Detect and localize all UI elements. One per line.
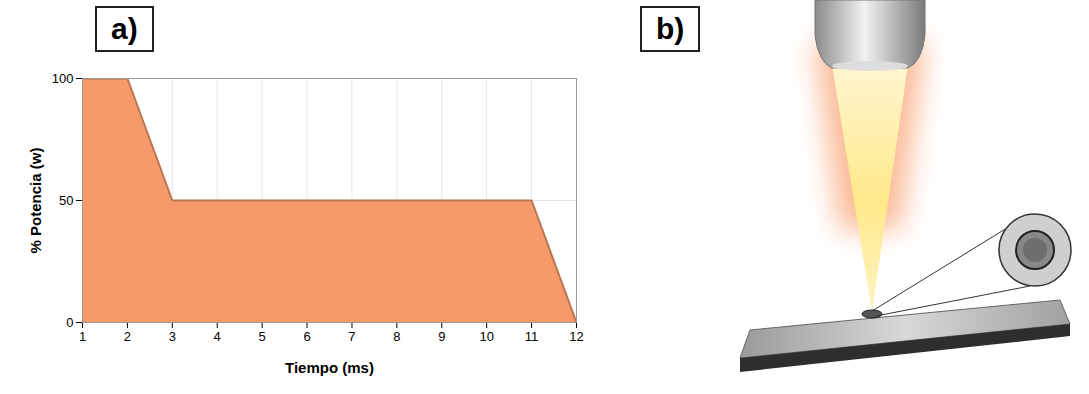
svg-text:2: 2 xyxy=(124,329,131,344)
svg-text:50: 50 xyxy=(59,193,73,208)
svg-text:7: 7 xyxy=(348,329,355,344)
svg-text:12: 12 xyxy=(569,329,583,344)
svg-text:5: 5 xyxy=(259,329,266,344)
svg-text:100: 100 xyxy=(52,71,74,86)
svg-text:4: 4 xyxy=(214,329,221,344)
svg-text:1: 1 xyxy=(79,329,86,344)
svg-text:Tiempo (ms): Tiempo (ms) xyxy=(285,359,374,376)
svg-text:11: 11 xyxy=(525,329,539,344)
svg-text:10: 10 xyxy=(479,329,493,344)
html-text:b): b) xyxy=(656,12,685,45)
svg-text:% Potencia (w): % Potencia (w) xyxy=(27,148,44,254)
html-text:a): a) xyxy=(111,12,138,45)
svg-text:9: 9 xyxy=(438,329,445,344)
svg-text:6: 6 xyxy=(303,329,310,344)
svg-text:0: 0 xyxy=(66,315,73,330)
svg-text:3: 3 xyxy=(169,329,176,344)
svg-text:8: 8 xyxy=(393,329,400,344)
